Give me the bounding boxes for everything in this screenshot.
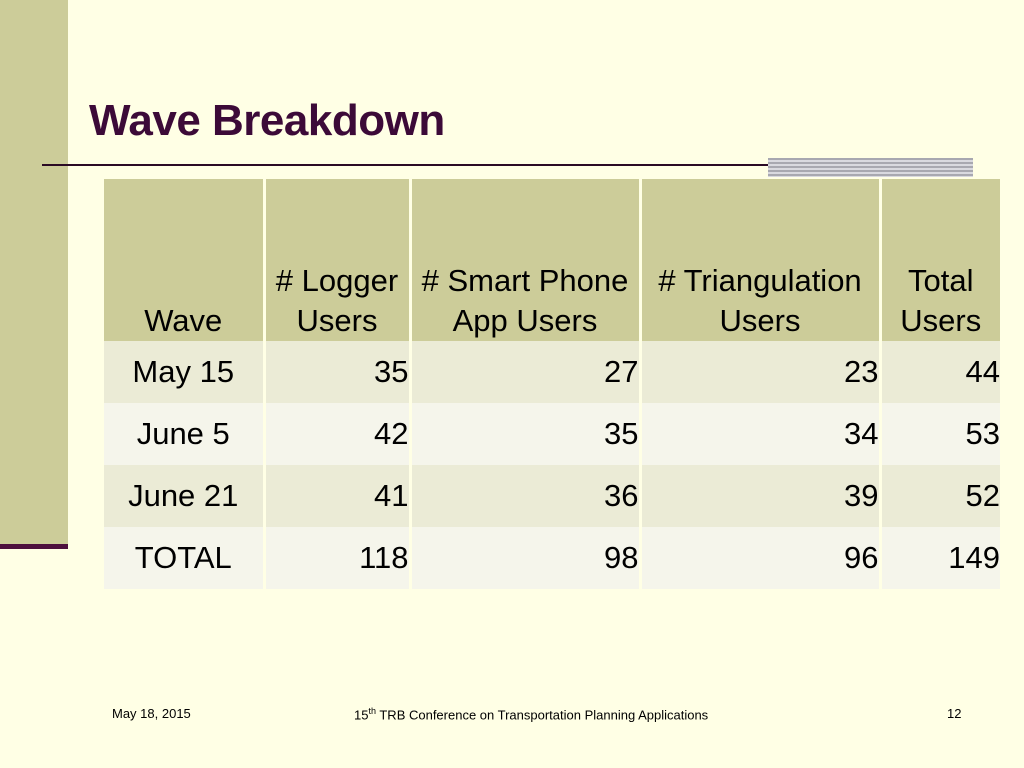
- total-cell: 52: [880, 465, 1000, 527]
- triangulation-cell: 23: [640, 341, 882, 403]
- header-smartphone-users: # Smart Phone App Users: [410, 179, 642, 341]
- header-triangulation-line1: # Triangulation: [658, 263, 862, 298]
- header-wave: Wave: [104, 179, 266, 341]
- header-smartphone-line2: App Users: [452, 303, 598, 338]
- smartphone-cell: 27: [410, 341, 642, 403]
- triangulation-cell: 39: [640, 465, 882, 527]
- footer-conference-text: TRB Conference on Transportation Plannin…: [375, 707, 709, 723]
- table-row: June 21 41 36 39 52: [104, 465, 1000, 527]
- footer-date: May 18, 2015: [112, 706, 191, 721]
- wave-cell: May 15: [104, 341, 266, 403]
- header-smartphone-line1: # Smart Phone: [421, 263, 629, 298]
- smartphone-total-cell: 98: [410, 527, 642, 589]
- footer-page-number: 12: [947, 706, 962, 721]
- left-accent-bar: [0, 0, 68, 545]
- header-logger-users: # Logger Users: [264, 179, 412, 341]
- footer-conference-suffix: th: [368, 706, 376, 716]
- triangulation-cell: 34: [640, 403, 882, 465]
- total-cell: 53: [880, 403, 1000, 465]
- logger-total-cell: 118: [264, 527, 412, 589]
- footer-conference: 15th TRB Conference on Transportation Pl…: [354, 706, 708, 722]
- header-triangulation-users: # Triangulation Users: [640, 179, 882, 341]
- title-rule: [42, 164, 972, 166]
- wave-cell: June 21: [104, 465, 266, 527]
- table-total-row: TOTAL 118 98 96 149: [104, 527, 1000, 589]
- footer-conference-number: 15: [354, 707, 369, 723]
- header-logger-line2: Users: [296, 303, 378, 338]
- slide-title: Wave Breakdown: [89, 96, 445, 145]
- smartphone-cell: 35: [410, 403, 642, 465]
- wave-cell: June 5: [104, 403, 266, 465]
- total-cell: 44: [880, 341, 1000, 403]
- title-accent-block: [768, 158, 973, 177]
- grand-total-cell: 149: [880, 527, 1000, 589]
- header-total-line2: Users: [900, 303, 982, 338]
- left-accent-line: [0, 544, 68, 549]
- logger-cell: 42: [264, 403, 412, 465]
- header-wave-line2: Wave: [144, 303, 223, 338]
- triangulation-total-cell: 96: [640, 527, 882, 589]
- smartphone-cell: 36: [410, 465, 642, 527]
- header-logger-line1: # Logger: [275, 263, 399, 298]
- total-label-cell: TOTAL: [104, 527, 266, 589]
- logger-cell: 41: [264, 465, 412, 527]
- table-row: May 15 35 27 23 44: [104, 341, 1000, 403]
- header-total-users: Total Users: [880, 179, 1000, 341]
- table-row: June 5 42 35 34 53: [104, 403, 1000, 465]
- header-triangulation-line2: Users: [719, 303, 801, 338]
- wave-breakdown-table: Wave # Logger Users # Smart Phone App Us…: [104, 179, 1000, 589]
- logger-cell: 35: [264, 341, 412, 403]
- table-header-row: Wave # Logger Users # Smart Phone App Us…: [104, 179, 1000, 341]
- header-total-line1: Total: [908, 263, 974, 298]
